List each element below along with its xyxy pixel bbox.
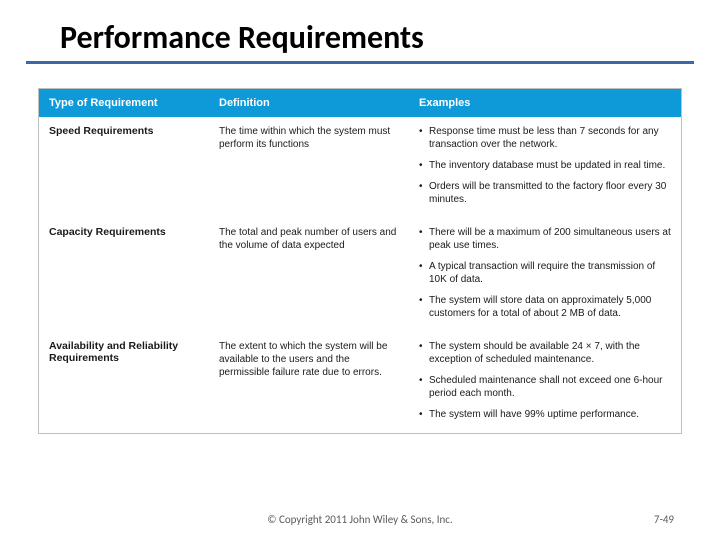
list-item: The system should be available 24 × 7, w…: [419, 340, 671, 374]
req-type: Speed Requirements: [39, 125, 209, 214]
list-item: A typical transaction will require the t…: [419, 260, 671, 294]
col-header-type: Type of Requirement: [39, 97, 209, 109]
title-underline: [26, 61, 694, 64]
req-examples: There will be a maximum of 200 simultane…: [409, 226, 681, 328]
req-type: Availability and Reliability Requirement…: [39, 340, 209, 429]
list-item: Scheduled maintenance shall not exceed o…: [419, 374, 671, 408]
copyright-text: © Copyright 2011 John Wiley & Sons, Inc.: [267, 513, 452, 526]
list-item: There will be a maximum of 200 simultane…: [419, 226, 671, 260]
page-number: 7-49: [654, 513, 674, 526]
col-header-definition: Definition: [209, 97, 409, 109]
slide-title: Performance Requirements: [0, 0, 720, 61]
req-definition: The time within which the system must pe…: [209, 125, 409, 214]
list-item: The system will have 99% uptime performa…: [419, 408, 671, 429]
list-item: The system will store data on approximat…: [419, 294, 671, 328]
requirements-table: Type of Requirement Definition Examples …: [38, 88, 682, 434]
req-definition: The extent to which the system will be a…: [209, 340, 409, 429]
list-item: The inventory database must be updated i…: [419, 159, 671, 180]
table-row: Availability and Reliability Requirement…: [39, 332, 681, 433]
req-examples: Response time must be less than 7 second…: [409, 125, 681, 214]
slide-footer: © Copyright 2011 John Wiley & Sons, Inc.…: [0, 513, 720, 526]
list-item: Response time must be less than 7 second…: [419, 125, 671, 159]
table-row: Speed Requirements The time within which…: [39, 117, 681, 218]
req-definition: The total and peak number of users and t…: [209, 226, 409, 328]
col-header-examples: Examples: [409, 97, 681, 109]
req-examples: The system should be available 24 × 7, w…: [409, 340, 681, 429]
table-row: Capacity Requirements The total and peak…: [39, 218, 681, 332]
table-header: Type of Requirement Definition Examples: [39, 89, 681, 117]
req-type: Capacity Requirements: [39, 226, 209, 328]
list-item: Orders will be transmitted to the factor…: [419, 180, 671, 214]
